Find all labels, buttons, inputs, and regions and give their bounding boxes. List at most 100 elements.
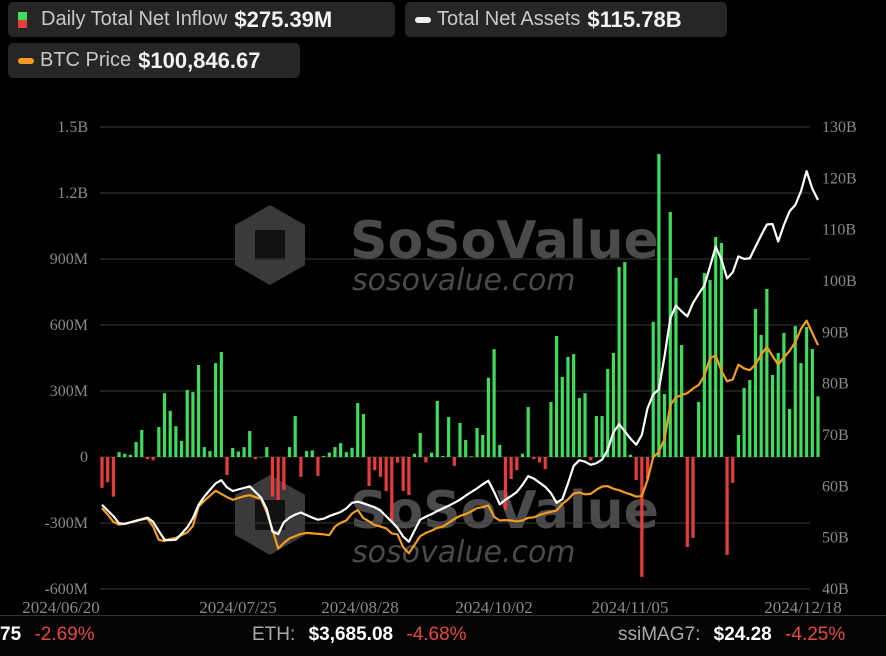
- inflow-bar: [787, 409, 792, 457]
- inflow-bar: [447, 416, 451, 457]
- inflow-bar: [776, 352, 780, 457]
- inflow-bar: [293, 416, 297, 457]
- inflow-bar: [452, 457, 456, 466]
- inflow-bar: [680, 345, 684, 457]
- legend-value: $115.78B: [587, 6, 682, 32]
- watermark-brand: SoSoValue: [350, 211, 659, 271]
- legend-daily-net-inflow[interactable]: Daily Total Net Inflow $275.39M: [8, 2, 395, 37]
- inflow-bar: [429, 452, 434, 457]
- inflow-bar: [503, 457, 508, 510]
- ticker-item-eth[interactable]: ETH: $3,685.08 -4.68%: [252, 624, 467, 646]
- inflow-bar: [316, 457, 320, 476]
- inflow-bar: [202, 447, 206, 457]
- inflow-bar: [498, 444, 502, 457]
- inflow-bar: [736, 435, 741, 457]
- inflow-bar: [742, 387, 746, 457]
- x-axis-tick-label: 2024/06/20: [22, 598, 99, 615]
- inflow-bar: [253, 457, 258, 460]
- inflow-bar: [623, 262, 627, 457]
- inflow-bar: [128, 454, 133, 457]
- inflow-bar: [486, 377, 491, 457]
- inflow-bar: [691, 457, 695, 538]
- left-axis-tick-label: -600M: [44, 581, 88, 598]
- inflow-bar: [270, 457, 275, 497]
- inflow-bar: [515, 457, 519, 471]
- inflow-bar: [805, 326, 809, 457]
- inflow-bar: [151, 457, 155, 461]
- watermark: SoSoValue sosovalue.com SoSoValue sosova…: [235, 205, 659, 570]
- left-axis-tick-label: 900M: [50, 251, 88, 268]
- inflow-bar: [225, 457, 229, 476]
- inflow-bar: [259, 457, 263, 458]
- inflow-bar: [492, 349, 496, 457]
- inflow-bar: [322, 455, 326, 457]
- right-axis-tick-label: 110B: [822, 222, 856, 239]
- right-axis-tick-label: 50B: [822, 530, 849, 547]
- inflow-bar: [191, 392, 195, 457]
- inflow-bar: [532, 457, 536, 460]
- x-axis-tick-label: 2024/10/02: [455, 598, 532, 615]
- ticker-item-ssimag7[interactable]: ssiMAG7: $24.28 -4.25%: [618, 624, 845, 646]
- sosovalue-logo-icon: [235, 205, 305, 285]
- inflow-bar: [765, 288, 769, 457]
- right-axis-tick-label: 120B: [822, 170, 857, 187]
- total-net-assets-line: [101, 170, 819, 543]
- inflow-bar: [731, 457, 735, 483]
- inflow-bar: [179, 440, 184, 457]
- inflow-bar: [685, 457, 689, 547]
- left-axis-tick-label: 1.5B: [57, 119, 88, 136]
- inflow-bar: [100, 457, 104, 488]
- left-axis-tick-label: 300M: [50, 383, 88, 400]
- inflow-bar: [197, 365, 201, 457]
- left-axis-tick-label: 0: [80, 449, 88, 466]
- inflow-bar: [481, 435, 485, 457]
- ticker-item[interactable]: 75 -2.69%: [0, 624, 95, 646]
- inflow-bar: [378, 457, 383, 477]
- ticker-change: -4.25%: [785, 624, 846, 645]
- inflow-bar: [714, 237, 718, 457]
- inflow-bar: [799, 363, 803, 457]
- line-swatch-icon: [18, 57, 34, 64]
- inflow-bar: [651, 321, 655, 457]
- inflow-bar: [327, 452, 331, 457]
- inflow-bar: [748, 380, 752, 457]
- inflow-bar: [208, 451, 212, 457]
- inflow-bar: [373, 457, 377, 471]
- right-axis-tick-label: 40B: [822, 581, 849, 598]
- inflow-bar: [123, 453, 127, 457]
- inflow-bar: [719, 242, 723, 457]
- inflow-bar: [617, 266, 621, 457]
- legend-total-net-assets[interactable]: Total Net Assets $115.78B: [405, 2, 727, 37]
- inflow-bar: [645, 457, 650, 479]
- inflow-bar: [628, 454, 633, 457]
- ticker-value: 75: [0, 624, 22, 645]
- ticker-label: ssiMAG7:: [618, 624, 701, 645]
- x-axis-tick-label: 2024/08/28: [321, 598, 398, 615]
- inflow-bar: [407, 457, 411, 496]
- inflow-bar: [555, 336, 559, 457]
- ticker-change: -4.68%: [406, 624, 467, 645]
- line-swatch-icon: [415, 16, 431, 23]
- inflow-bar: [469, 456, 473, 457]
- inflow-bar: [248, 431, 252, 457]
- inflow-bar: [594, 416, 598, 457]
- inflow-bar: [816, 396, 820, 457]
- inflow-bar: [339, 443, 343, 457]
- watermark-url: sosovalue.com: [352, 535, 576, 570]
- inflow-bar: [265, 447, 269, 457]
- inflow-bar: [770, 374, 775, 457]
- inflow-bar: [549, 402, 553, 457]
- inflow-bar: [543, 457, 547, 470]
- inflow-bar: [662, 394, 667, 457]
- inflow-bar: [640, 457, 644, 577]
- inflow-bar: [418, 433, 422, 457]
- inflow-bar: [168, 410, 172, 457]
- inflow-bar: [140, 429, 144, 457]
- inflow-bar: [606, 369, 610, 457]
- inflow-bar: [475, 427, 479, 457]
- inflow-bar: [708, 279, 712, 457]
- inflow-bar: [344, 452, 348, 457]
- inflow-bar: [435, 400, 439, 457]
- inflow-bar: [424, 457, 428, 463]
- legend-btc-price[interactable]: BTC Price $100,846.67: [8, 43, 300, 78]
